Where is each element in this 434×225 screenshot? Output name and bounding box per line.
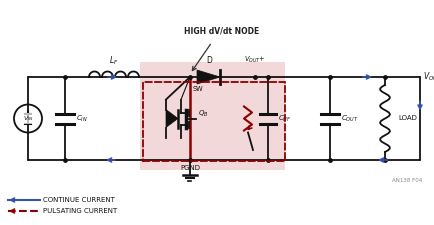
Text: $V_{IN}$: $V_{IN}$ bbox=[23, 114, 33, 123]
Text: $Q_B$: $Q_B$ bbox=[197, 108, 208, 119]
Bar bbox=[140, 62, 284, 170]
Polygon shape bbox=[197, 70, 220, 84]
Text: PGND: PGND bbox=[180, 165, 200, 171]
Text: PULSATING CURRENT: PULSATING CURRENT bbox=[43, 208, 117, 214]
Polygon shape bbox=[166, 110, 178, 128]
Text: LOAD: LOAD bbox=[397, 115, 416, 122]
Text: AN138 F04: AN138 F04 bbox=[391, 178, 421, 183]
Text: $C_{HF}$: $C_{HF}$ bbox=[277, 113, 291, 124]
Text: CONTINUE CURRENT: CONTINUE CURRENT bbox=[43, 197, 115, 203]
Text: SW: SW bbox=[193, 86, 203, 92]
Text: $V_{OUT}$+: $V_{OUT}$+ bbox=[244, 55, 265, 65]
Text: $C_{OUT}$: $C_{OUT}$ bbox=[340, 113, 358, 124]
Text: HIGH dV/dt NODE: HIGH dV/dt NODE bbox=[184, 26, 259, 35]
Text: D: D bbox=[206, 56, 211, 65]
Text: $V_{OUT}$: $V_{OUT}$ bbox=[422, 71, 434, 83]
Text: $C_{IN}$: $C_{IN}$ bbox=[76, 113, 88, 124]
Text: $L_F$: $L_F$ bbox=[109, 54, 118, 67]
